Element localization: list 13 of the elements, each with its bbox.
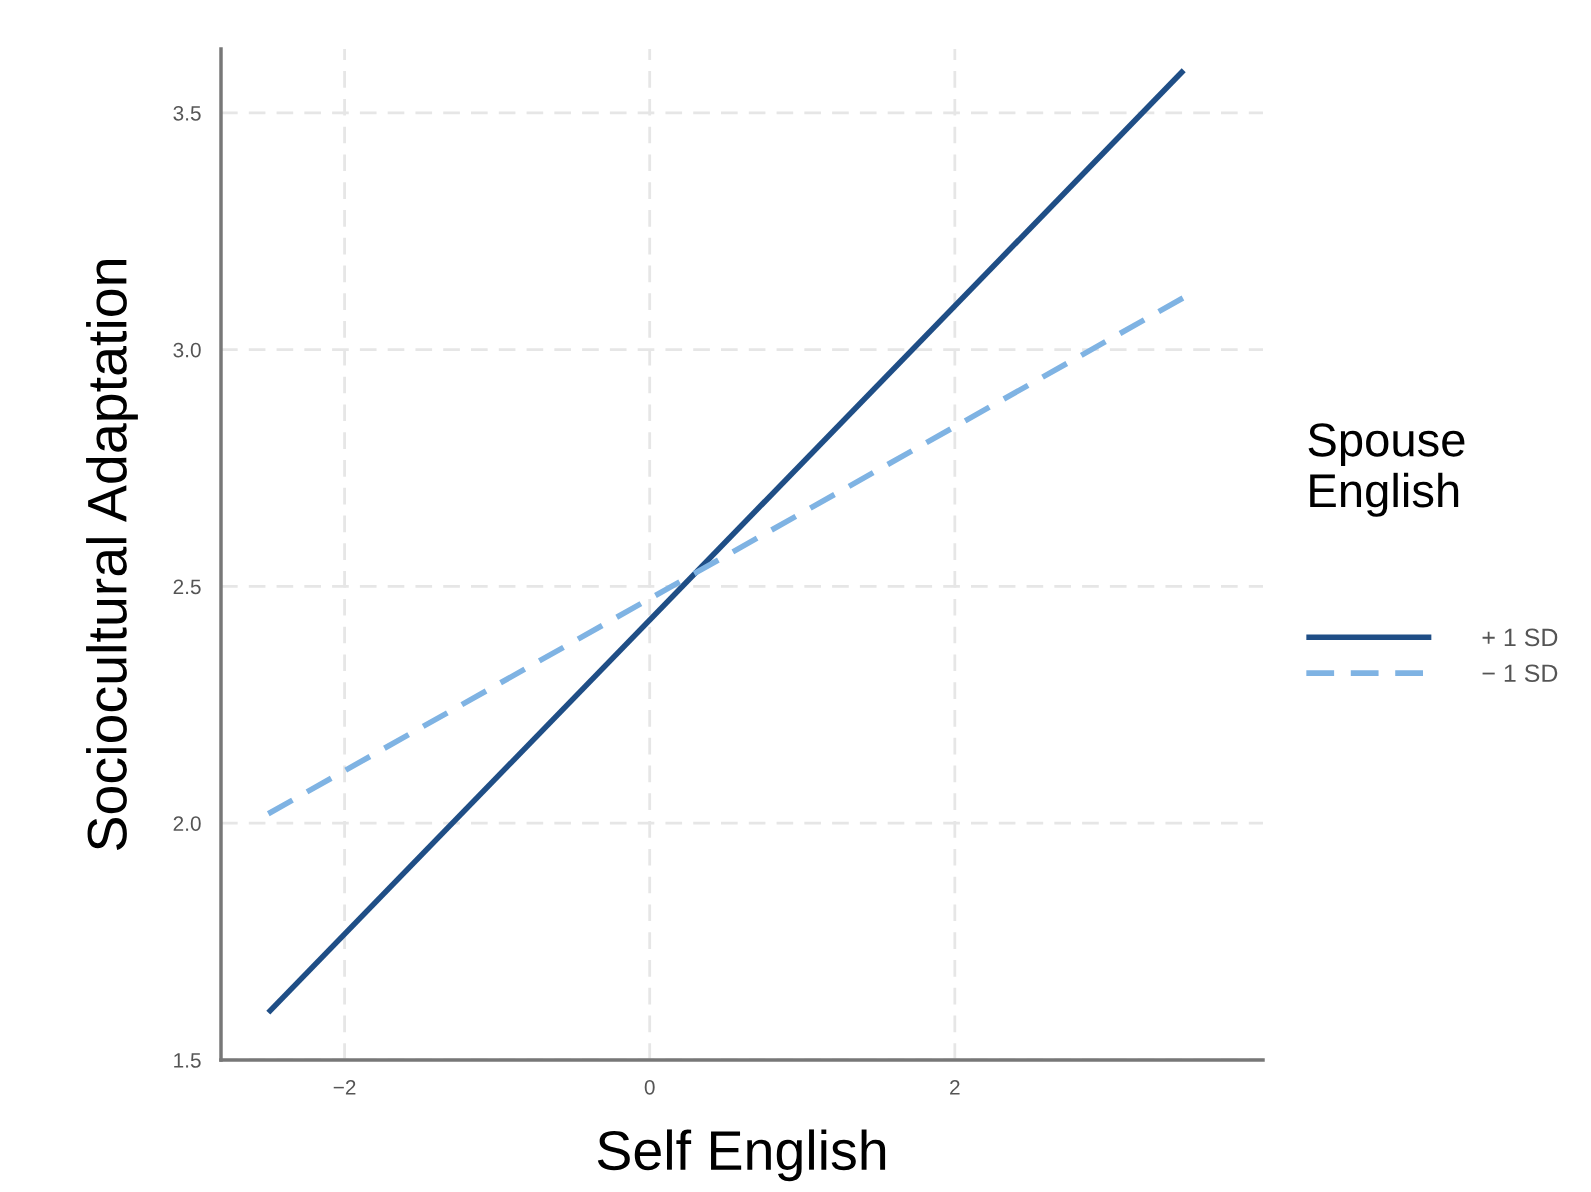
legend-label: + 1 SD [1482,628,1558,647]
y-tick-label: 3.5 [173,105,201,121]
y-tick-label: 3.0 [173,342,201,358]
x-tick-label: −2 [333,1079,356,1095]
legend-title: Spouse English [1308,423,1465,517]
y-tick-label: 1.5 [174,1053,201,1068]
y-axis-title: Sociocultural Adaptation [86,260,138,850]
y-tick-label: 2.5 [173,579,201,595]
x-tick-label: 2 [950,1079,960,1095]
x-tick-label: 0 [644,1079,655,1095]
x-axis-title: Self English [597,1129,886,1182]
legend-label: − 1 SD [1482,664,1558,683]
y-tick-label: 2.0 [173,816,201,831]
